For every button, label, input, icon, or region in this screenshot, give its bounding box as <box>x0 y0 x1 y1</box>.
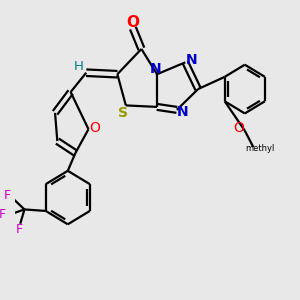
Text: O: O <box>126 15 140 30</box>
Text: methyl: methyl <box>246 144 275 153</box>
Text: S: S <box>118 106 128 120</box>
Text: H: H <box>73 60 83 73</box>
Text: N: N <box>186 53 197 67</box>
Text: F: F <box>3 189 10 202</box>
Text: F: F <box>15 223 22 236</box>
Text: F: F <box>0 208 6 221</box>
Text: N: N <box>150 62 161 76</box>
Text: N: N <box>177 105 189 119</box>
Text: O: O <box>233 121 244 135</box>
Text: O: O <box>89 121 100 135</box>
